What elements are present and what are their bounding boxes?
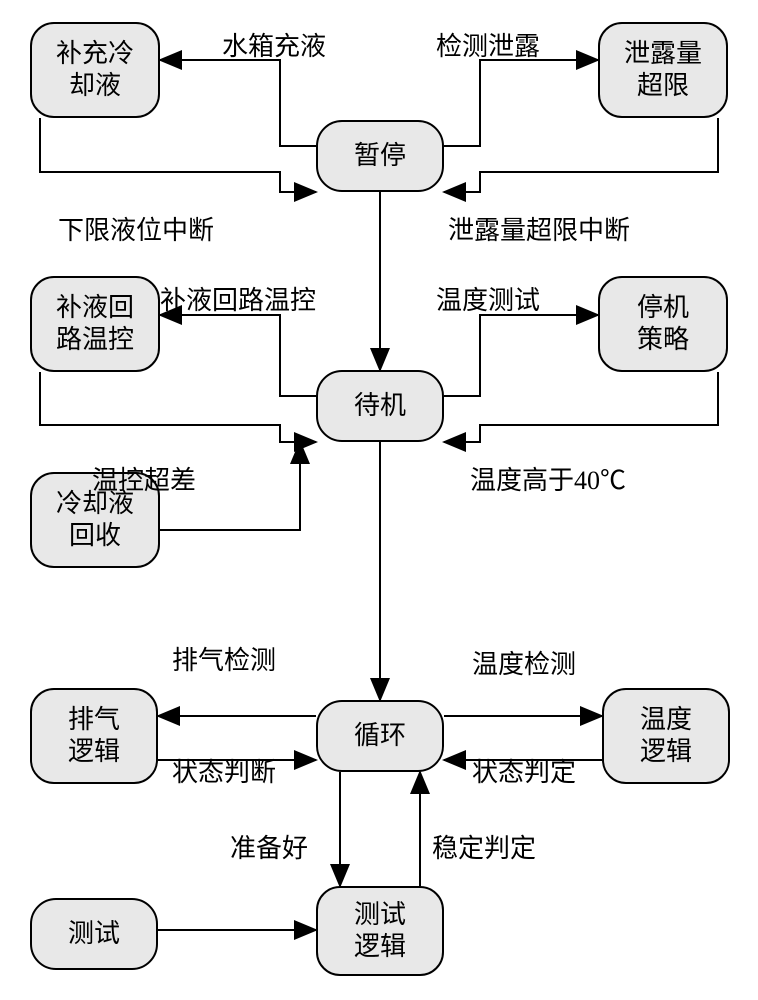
node-loop: 循环 <box>316 700 444 772</box>
node-leak_over: 泄露量超限 <box>598 22 728 118</box>
edge-label-tank_fill: 水箱充液 <box>222 26 326 63</box>
flowchart-canvas: 补充冷却液泄露量超限暂停补液回路温控停机策略待机冷却液回收排气逻辑循环温度逻辑测… <box>0 0 758 1000</box>
edge-label-temp_detect: 温度检测 <box>472 644 576 681</box>
arrow-6 <box>444 315 598 396</box>
node-refill_coolant: 补充冷却液 <box>30 22 160 118</box>
edge-label-exhaust_detect: 排气检测 <box>172 640 276 677</box>
edge-label-temp_gt40: 温度高于40℃ <box>470 460 626 497</box>
edge-label-refill_temp: 补液回路温控 <box>160 280 316 317</box>
edge-label-state_judge_r: 状态判定 <box>472 752 576 789</box>
arrow-2 <box>40 118 316 192</box>
arrow-0 <box>160 60 316 146</box>
edge-label-leak_over_int: 泄露量超限中断 <box>448 210 630 247</box>
node-temp_logic: 温度逻辑 <box>602 688 730 784</box>
node-test_logic: 测试逻辑 <box>316 886 444 976</box>
arrow-5 <box>160 315 316 396</box>
node-exhaust_logic: 排气逻辑 <box>30 688 158 784</box>
edge-label-ready: 准备好 <box>230 828 308 865</box>
node-standby: 待机 <box>316 370 444 442</box>
arrow-1 <box>444 60 598 146</box>
edge-label-temp_test: 温度测试 <box>436 280 540 317</box>
edge-label-state_judge_l: 状态判断 <box>172 752 276 789</box>
edge-label-temp_over: 温控超差 <box>92 460 196 497</box>
arrow-3 <box>444 118 718 192</box>
node-pause: 暂停 <box>316 120 444 192</box>
node-stop_strategy: 停机策略 <box>598 276 728 372</box>
node-refill_loop_temp: 补液回路温控 <box>30 276 160 372</box>
arrow-8 <box>444 372 718 442</box>
arrow-7 <box>40 372 316 442</box>
edge-label-detect_leak: 检测泄露 <box>436 26 540 63</box>
edge-label-low_level_int: 下限液位中断 <box>58 210 214 247</box>
edge-label-stable_judge: 稳定判定 <box>432 828 536 865</box>
node-test: 测试 <box>30 898 158 970</box>
